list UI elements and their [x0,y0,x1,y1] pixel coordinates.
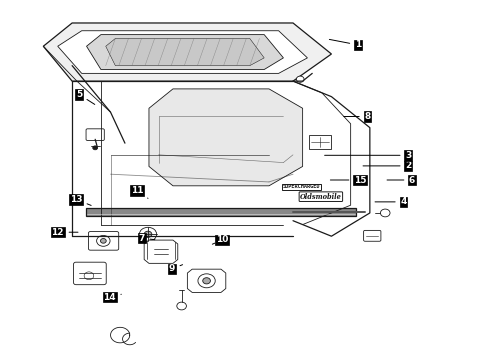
Text: 10: 10 [212,235,228,244]
Text: 5: 5 [76,90,95,104]
Text: 13: 13 [70,195,91,206]
Polygon shape [149,89,303,186]
Circle shape [144,231,152,237]
Text: SUPERCHARGED: SUPERCHARGED [283,184,320,189]
FancyBboxPatch shape [86,129,104,140]
Polygon shape [187,269,226,292]
FancyBboxPatch shape [86,208,356,216]
Text: 8: 8 [344,112,370,121]
Circle shape [93,146,98,150]
Circle shape [198,274,215,288]
Circle shape [139,227,157,241]
Text: Oldsmobile: Oldsmobile [300,193,342,201]
Polygon shape [43,23,331,81]
Text: 11: 11 [131,186,148,198]
Circle shape [296,76,304,82]
Circle shape [177,302,186,310]
Text: 2: 2 [363,161,412,170]
Circle shape [380,209,390,217]
Text: 15: 15 [330,176,367,185]
Text: 6: 6 [387,176,415,185]
Text: 14: 14 [103,293,122,302]
FancyBboxPatch shape [364,230,381,241]
Circle shape [100,239,106,243]
Polygon shape [144,240,178,264]
Text: 1: 1 [329,39,361,49]
FancyBboxPatch shape [74,262,106,285]
Polygon shape [106,39,264,66]
Circle shape [203,278,210,284]
Text: 7: 7 [139,234,155,243]
Text: 3: 3 [324,151,412,160]
Circle shape [97,235,110,246]
FancyBboxPatch shape [309,135,331,149]
Polygon shape [87,35,283,69]
Text: 4: 4 [375,197,407,206]
FancyBboxPatch shape [89,231,119,250]
Text: 12: 12 [51,228,78,237]
Circle shape [84,272,94,280]
Text: 9: 9 [169,264,183,273]
Polygon shape [58,31,307,73]
